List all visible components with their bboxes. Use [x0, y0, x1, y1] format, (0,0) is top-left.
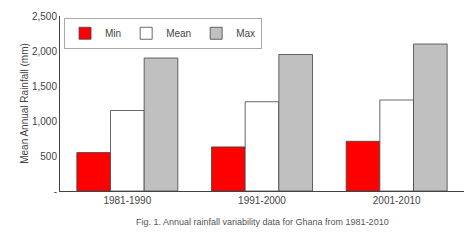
svg-text:1991-2000: 1991-2000 [238, 195, 286, 206]
svg-text:-: - [54, 186, 57, 197]
svg-text:Fig. 1. Annual rainfall variab: Fig. 1. Annual rainfall variability data… [136, 217, 389, 227]
svg-text:1,500: 1,500 [32, 81, 57, 92]
svg-text:Max: Max [236, 28, 255, 39]
svg-text:2001-2010: 2001-2010 [373, 195, 421, 206]
svg-text:2,500: 2,500 [32, 11, 57, 22]
svg-text:Min: Min [105, 28, 121, 39]
svg-text:Mean: Mean [166, 28, 191, 39]
svg-text:2,000: 2,000 [32, 46, 57, 57]
svg-text:500: 500 [40, 151, 57, 162]
svg-text:1,000: 1,000 [32, 116, 57, 127]
svg-text:1981-1990: 1981-1990 [103, 195, 151, 206]
svg-text:Mean Annual Rainfall (mm): Mean Annual Rainfall (mm) [19, 43, 30, 164]
